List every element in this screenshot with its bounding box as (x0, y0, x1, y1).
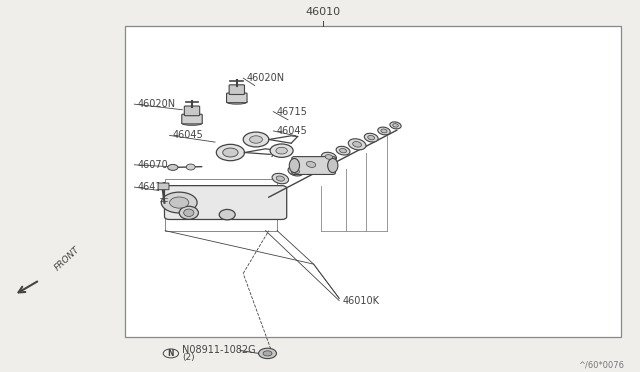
Ellipse shape (219, 209, 236, 220)
Text: 46010K: 46010K (342, 296, 380, 305)
Ellipse shape (276, 176, 284, 181)
Text: ^/60*0076: ^/60*0076 (578, 360, 624, 369)
FancyBboxPatch shape (158, 183, 169, 190)
Text: 46020N: 46020N (138, 99, 176, 109)
Ellipse shape (227, 100, 247, 104)
FancyBboxPatch shape (229, 85, 244, 94)
Ellipse shape (348, 139, 366, 150)
Text: FRONT: FRONT (52, 245, 81, 273)
Ellipse shape (184, 209, 194, 217)
Circle shape (263, 351, 272, 356)
Ellipse shape (393, 124, 398, 127)
Ellipse shape (381, 129, 387, 133)
Ellipse shape (307, 161, 316, 167)
Ellipse shape (292, 169, 300, 174)
Ellipse shape (272, 173, 289, 184)
Ellipse shape (340, 148, 346, 153)
FancyBboxPatch shape (164, 186, 287, 219)
Ellipse shape (182, 121, 202, 125)
Ellipse shape (288, 166, 303, 176)
Ellipse shape (364, 133, 378, 142)
Circle shape (259, 348, 276, 359)
Circle shape (170, 197, 189, 208)
Text: N: N (168, 349, 174, 358)
Circle shape (223, 148, 238, 157)
Text: 46715: 46715 (276, 107, 307, 116)
Ellipse shape (328, 158, 338, 173)
Circle shape (276, 147, 287, 154)
FancyBboxPatch shape (227, 93, 247, 103)
Ellipse shape (368, 135, 374, 140)
Ellipse shape (336, 146, 350, 155)
Circle shape (161, 192, 197, 213)
Text: 46411: 46411 (138, 182, 168, 192)
FancyBboxPatch shape (182, 114, 202, 124)
Bar (125, 26, 621, 337)
Ellipse shape (301, 158, 321, 170)
Text: 46020N: 46020N (246, 73, 285, 83)
Ellipse shape (353, 142, 362, 147)
Ellipse shape (390, 122, 401, 129)
FancyBboxPatch shape (184, 106, 200, 116)
Text: 46045: 46045 (173, 131, 204, 140)
Ellipse shape (378, 127, 390, 135)
Text: 46010: 46010 (306, 7, 340, 17)
Ellipse shape (289, 158, 300, 173)
Bar (165, 179, 277, 231)
Ellipse shape (321, 152, 337, 162)
Circle shape (270, 144, 293, 157)
Text: 46070: 46070 (138, 160, 168, 170)
Ellipse shape (179, 206, 198, 219)
Text: N08911-1082G: N08911-1082G (182, 346, 256, 355)
Ellipse shape (325, 155, 333, 159)
Circle shape (168, 164, 178, 170)
Text: (2): (2) (182, 353, 195, 362)
Text: 46045: 46045 (276, 126, 307, 136)
Circle shape (243, 132, 269, 147)
Circle shape (250, 136, 262, 143)
Ellipse shape (186, 164, 195, 170)
FancyBboxPatch shape (292, 157, 335, 174)
Circle shape (216, 144, 244, 161)
